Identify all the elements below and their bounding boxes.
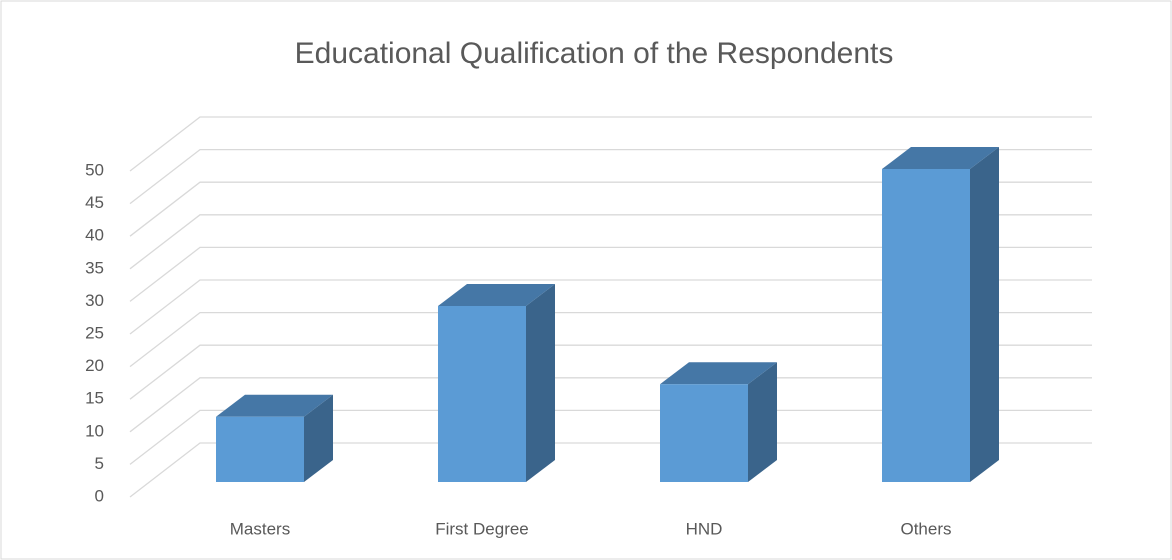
bar-top (216, 394, 333, 417)
y-tick-label: 10 (85, 421, 104, 440)
y-tick-label: 40 (85, 226, 104, 245)
grid-line (129, 344, 1092, 400)
y-tick-label: 0 (95, 486, 104, 505)
grid-line (129, 409, 1092, 465)
bar (660, 362, 777, 482)
y-tick-label: 45 (85, 193, 104, 212)
bar-front (660, 384, 748, 482)
bar-front (216, 416, 304, 482)
y-tick-label: 20 (85, 356, 104, 375)
x-tick-label: First Degree (435, 519, 529, 538)
bar-side (526, 283, 555, 482)
bar (216, 394, 333, 482)
chart-title: Educational Qualification of the Respond… (295, 37, 894, 70)
bar-top (882, 147, 999, 170)
y-tick-label: 15 (85, 389, 104, 408)
bar-side (970, 147, 999, 483)
grid-line (129, 311, 1092, 368)
y-tick-label: 30 (85, 291, 104, 310)
grid-line (129, 279, 1092, 335)
grid-line (129, 246, 1092, 302)
y-tick-label: 35 (85, 258, 104, 277)
bar-side (304, 394, 333, 482)
bar-front (882, 169, 970, 483)
grid-line (129, 377, 1092, 433)
x-tick-label: Others (900, 519, 951, 538)
bar-top (660, 362, 777, 385)
y-tick-label: 25 (85, 323, 104, 342)
grid-line (129, 442, 1092, 498)
grid-line (129, 181, 1092, 237)
grid-line (129, 148, 1092, 205)
bar-front (438, 305, 526, 482)
y-tick-label: 5 (95, 454, 104, 473)
bar-side (748, 362, 777, 482)
grid-line (129, 116, 1092, 172)
y-tick-label: 50 (85, 160, 104, 179)
x-tick-label: Masters (230, 519, 290, 538)
bar (882, 147, 999, 483)
grid-line (129, 214, 1092, 270)
bar (438, 283, 555, 482)
x-tick-label: HND (686, 519, 723, 538)
bar-top (438, 283, 555, 306)
